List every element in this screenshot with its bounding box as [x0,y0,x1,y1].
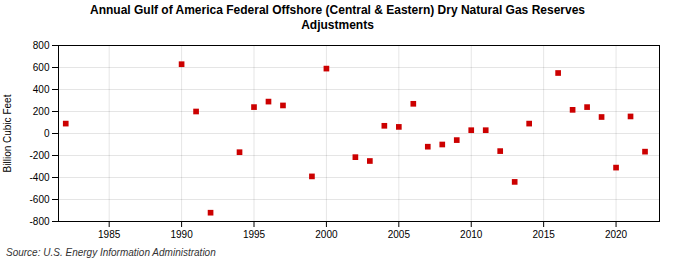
svg-text:1995: 1995 [243,229,266,240]
svg-text:0: 0 [44,128,50,139]
svg-text:2020: 2020 [605,229,628,240]
svg-text:600: 600 [33,62,50,73]
svg-text:200: 200 [33,106,50,117]
svg-text:-400: -400 [29,172,49,183]
svg-text:400: 400 [33,84,50,95]
svg-text:1990: 1990 [170,229,193,240]
svg-text:Billion Cubic Feet: Billion Cubic Feet [2,94,13,172]
svg-text:1985: 1985 [98,229,121,240]
svg-text:2015: 2015 [533,229,556,240]
svg-text:800: 800 [33,40,50,51]
html-text:Source: U.S. Energy Informatio: Source: U.S. Energy Information Administ… [6,247,216,258]
svg-text:-200: -200 [29,150,49,161]
svg-text:2005: 2005 [388,229,411,240]
svg-text:-600: -600 [29,194,49,205]
svg-text:-800: -800 [29,216,49,227]
html-text:Annual Gulf of America Federal: Annual Gulf of America Federal Offshore … [90,3,585,32]
svg-text:2000: 2000 [315,229,338,240]
svg-text:2010: 2010 [460,229,483,240]
